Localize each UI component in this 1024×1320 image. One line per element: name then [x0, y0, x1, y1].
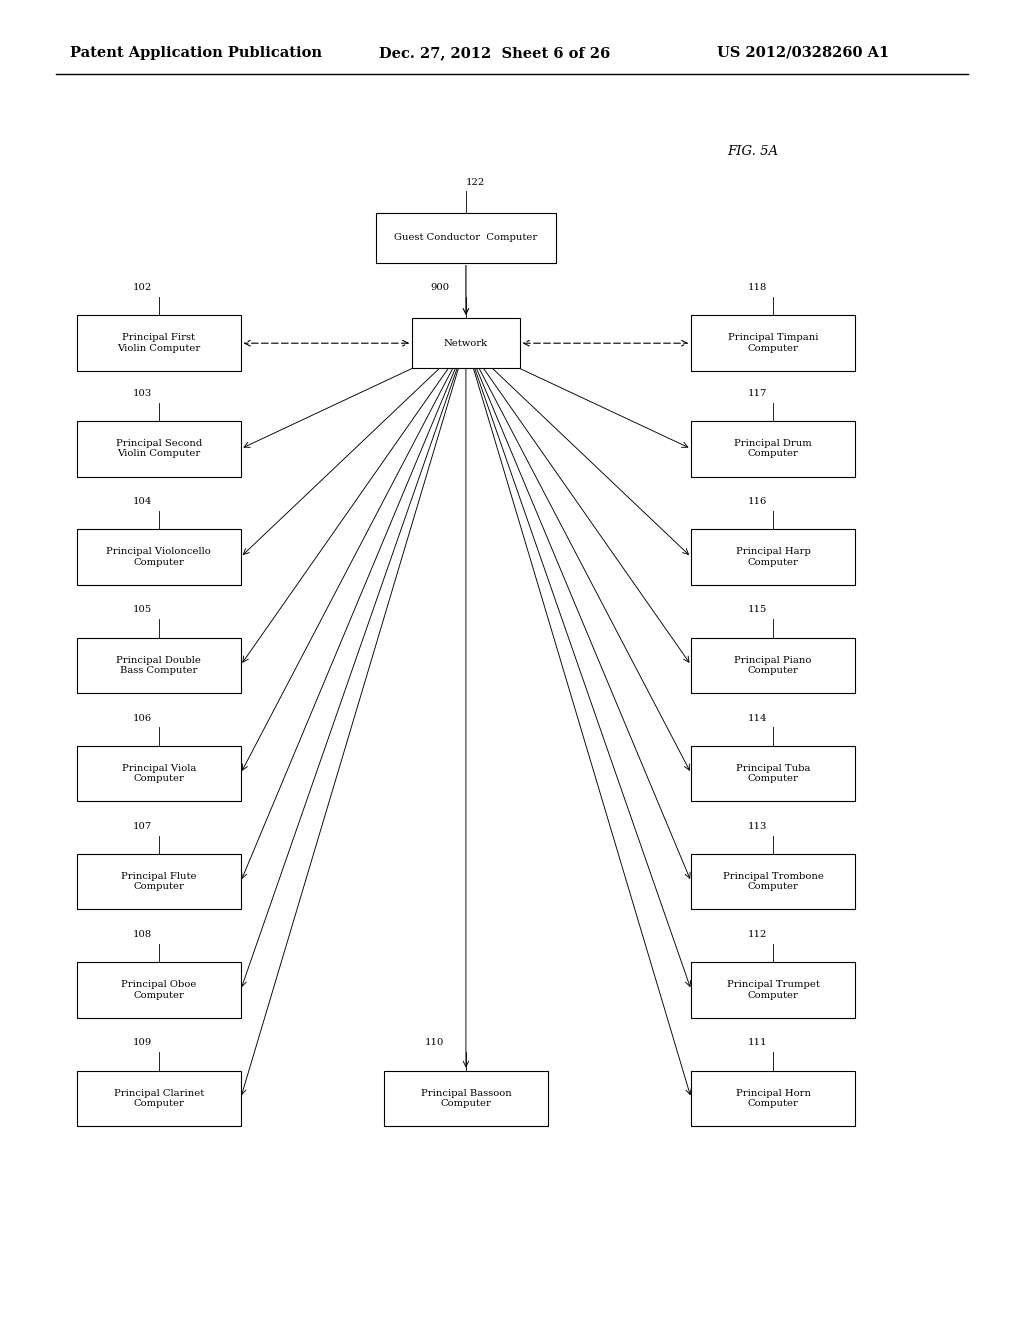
- Text: US 2012/0328260 A1: US 2012/0328260 A1: [717, 46, 889, 59]
- Text: 107: 107: [133, 822, 153, 830]
- Text: Principal Harp
Computer: Principal Harp Computer: [735, 548, 811, 566]
- Text: Principal Trombone
Computer: Principal Trombone Computer: [723, 873, 823, 891]
- Text: Principal Trumpet
Computer: Principal Trumpet Computer: [727, 981, 819, 999]
- Text: Principal Piano
Computer: Principal Piano Computer: [734, 656, 812, 675]
- Text: Principal First
Violin Computer: Principal First Violin Computer: [117, 334, 201, 352]
- FancyBboxPatch shape: [77, 1071, 241, 1126]
- Text: Principal Oboe
Computer: Principal Oboe Computer: [121, 981, 197, 999]
- Text: 116: 116: [748, 498, 767, 506]
- FancyBboxPatch shape: [691, 1071, 855, 1126]
- Text: Principal Bassoon
Computer: Principal Bassoon Computer: [421, 1089, 511, 1107]
- FancyBboxPatch shape: [691, 638, 855, 693]
- Text: 105: 105: [133, 606, 153, 614]
- FancyBboxPatch shape: [77, 854, 241, 909]
- FancyBboxPatch shape: [691, 746, 855, 801]
- Text: 111: 111: [748, 1039, 767, 1047]
- FancyBboxPatch shape: [77, 746, 241, 801]
- Text: Principal Tuba
Computer: Principal Tuba Computer: [736, 764, 810, 783]
- Text: 113: 113: [748, 822, 767, 830]
- Text: 112: 112: [748, 931, 767, 939]
- Text: Principal Viola
Computer: Principal Viola Computer: [122, 764, 196, 783]
- Text: Guest Conductor  Computer: Guest Conductor Computer: [394, 234, 538, 242]
- Text: 115: 115: [748, 606, 767, 614]
- Text: Principal Second
Violin Computer: Principal Second Violin Computer: [116, 440, 202, 458]
- Text: 108: 108: [133, 931, 153, 939]
- FancyBboxPatch shape: [77, 962, 241, 1018]
- Text: 106: 106: [133, 714, 153, 722]
- Text: Principal Double
Bass Computer: Principal Double Bass Computer: [117, 656, 201, 675]
- FancyBboxPatch shape: [377, 213, 555, 263]
- Text: Principal Timpani
Computer: Principal Timpani Computer: [728, 334, 818, 352]
- Text: 104: 104: [133, 498, 153, 506]
- Text: FIG. 5A: FIG. 5A: [727, 145, 778, 158]
- FancyBboxPatch shape: [691, 962, 855, 1018]
- Text: 114: 114: [748, 714, 767, 722]
- Text: 109: 109: [133, 1039, 153, 1047]
- FancyBboxPatch shape: [691, 315, 855, 371]
- Text: Principal Drum
Computer: Principal Drum Computer: [734, 440, 812, 458]
- Text: Principal Violoncello
Computer: Principal Violoncello Computer: [106, 548, 211, 566]
- FancyBboxPatch shape: [412, 318, 520, 368]
- FancyBboxPatch shape: [691, 854, 855, 909]
- FancyBboxPatch shape: [691, 421, 855, 477]
- FancyBboxPatch shape: [384, 1071, 548, 1126]
- FancyBboxPatch shape: [77, 638, 241, 693]
- Text: 122: 122: [466, 178, 485, 186]
- Text: 118: 118: [748, 284, 767, 292]
- Text: 900: 900: [430, 284, 450, 292]
- FancyBboxPatch shape: [77, 315, 241, 371]
- Text: Principal Clarinet
Computer: Principal Clarinet Computer: [114, 1089, 204, 1107]
- Text: Dec. 27, 2012  Sheet 6 of 26: Dec. 27, 2012 Sheet 6 of 26: [379, 46, 610, 59]
- Text: Network: Network: [443, 339, 488, 347]
- FancyBboxPatch shape: [77, 421, 241, 477]
- Text: 102: 102: [133, 284, 153, 292]
- Text: 117: 117: [748, 389, 767, 397]
- Text: 103: 103: [133, 389, 153, 397]
- Text: Principal Flute
Computer: Principal Flute Computer: [121, 873, 197, 891]
- FancyBboxPatch shape: [77, 529, 241, 585]
- FancyBboxPatch shape: [691, 529, 855, 585]
- Text: 110: 110: [425, 1039, 444, 1047]
- Text: Principal Horn
Computer: Principal Horn Computer: [735, 1089, 811, 1107]
- Text: Patent Application Publication: Patent Application Publication: [70, 46, 322, 59]
